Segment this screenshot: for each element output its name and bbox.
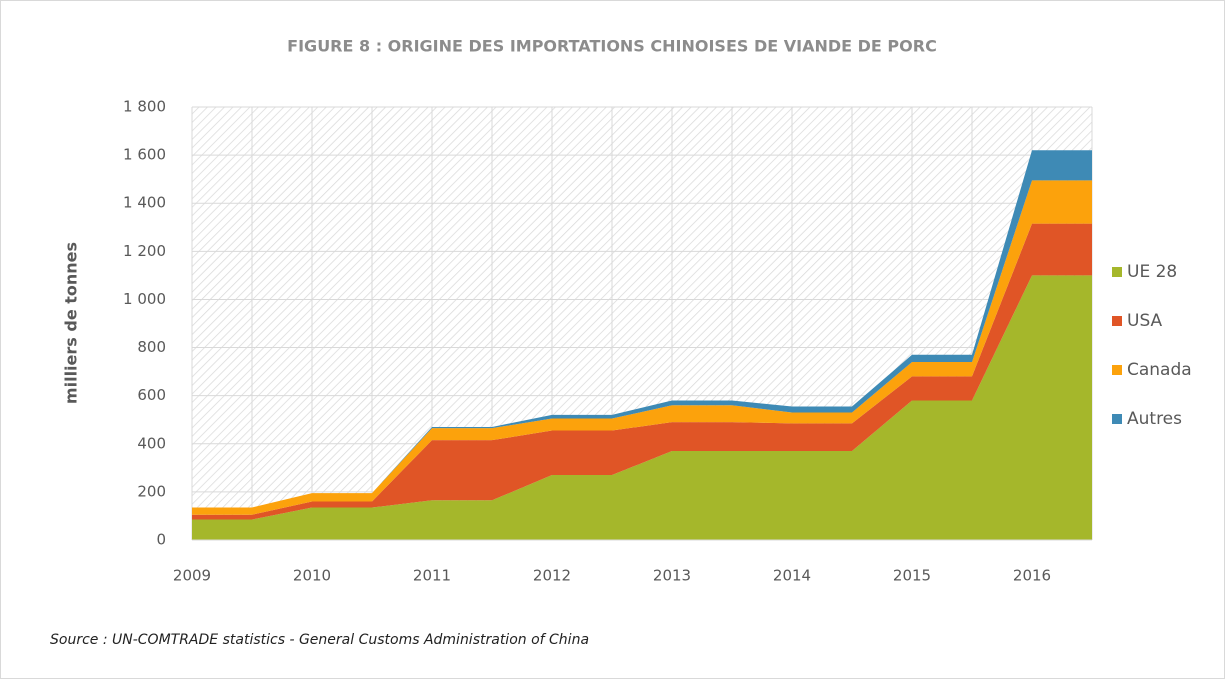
y-tick-label: 1 200 (123, 242, 166, 260)
y-tick-label: 0 (156, 531, 166, 549)
area (192, 223, 1092, 520)
legend-swatch (1112, 316, 1122, 326)
y-tick-label: 1 600 (123, 146, 166, 164)
legend-swatch (1112, 414, 1122, 424)
legend-label: UE 28 (1127, 262, 1177, 282)
x-tick-label: 2014 (773, 567, 811, 585)
y-tick-label: 600 (137, 386, 166, 404)
y-tick-label: 400 (137, 434, 166, 452)
x-tick-label: 2011 (413, 567, 451, 585)
legend-label: Canada (1127, 360, 1192, 380)
y-tick-label: 800 (137, 338, 166, 356)
y-tick-label: 1 000 (123, 290, 166, 308)
y-axis-label: milliers de tonnes (62, 242, 81, 404)
legend-label: Autres (1127, 409, 1182, 429)
y-tick-label: 1 400 (123, 194, 166, 212)
x-tick-label: 2009 (173, 567, 211, 585)
x-tick-label: 2016 (1013, 567, 1051, 585)
legend-swatch (1112, 267, 1122, 277)
legend-label: USA (1127, 311, 1163, 331)
area (192, 275, 1092, 540)
chart-title: FIGURE 8 : ORIGINE DES IMPORTATIONS CHIN… (287, 37, 937, 56)
x-tick-label: 2010 (293, 567, 331, 585)
y-tick-label: 200 (137, 482, 166, 500)
x-tick-label: 2015 (893, 567, 931, 585)
legend-swatch (1112, 365, 1122, 375)
x-tick-label: 2012 (533, 567, 571, 585)
y-tick-label: 1 800 (123, 98, 166, 116)
x-tick-label: 2013 (653, 567, 691, 585)
source: Source : UN-COMTRADE statistics - Genera… (50, 632, 589, 648)
